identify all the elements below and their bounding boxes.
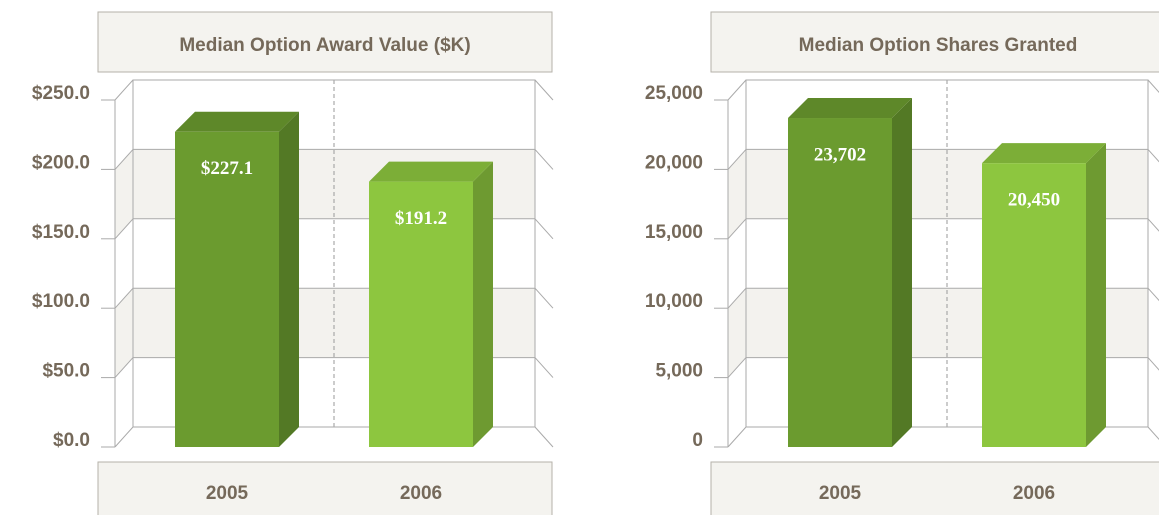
grid-line-right	[534, 426, 554, 448]
grid-line-right	[534, 218, 554, 240]
y-tick-label: $50.0	[42, 361, 90, 382]
x-tick-label: 2006	[1013, 483, 1055, 504]
value-label: 20,450	[1008, 190, 1060, 211]
grid-line-right	[1147, 287, 1159, 302]
y-tick-label: 20,000	[645, 152, 703, 173]
bar	[369, 181, 473, 448]
band-side	[728, 288, 746, 378]
grid-line-side	[727, 149, 747, 170]
x-tick-label: 2005	[819, 483, 862, 504]
bar-side	[892, 98, 912, 448]
band-side	[115, 149, 133, 239]
grid-line-right	[534, 79, 554, 101]
bar-side	[279, 111, 299, 447]
grid-line-right	[534, 357, 554, 378]
grid-line-side	[114, 357, 134, 378]
grid-line-right	[1147, 149, 1159, 163]
grid-line-side	[114, 426, 134, 448]
y-tick-label: 10,000	[645, 291, 703, 312]
grid-line-side	[727, 357, 747, 378]
x-tick-label: 2005	[206, 483, 249, 504]
grid-line-right	[1147, 218, 1159, 232]
grid-line-side	[727, 79, 747, 101]
category-box	[710, 461, 1159, 515]
y-tick-label: 15,000	[645, 222, 703, 243]
title-box	[97, 11, 553, 73]
band-side	[115, 288, 133, 378]
grid-line-side	[727, 218, 747, 240]
title-box	[710, 11, 1159, 73]
value-label: 23,702	[814, 144, 866, 165]
grid-line-side	[114, 79, 134, 101]
band-side	[728, 149, 746, 239]
grid-line-side	[727, 426, 747, 448]
y-tick-label: 5,000	[655, 361, 703, 382]
y-tick-label: $200.0	[32, 152, 90, 173]
bar	[175, 131, 279, 447]
y-tick-label: 25,000	[645, 83, 703, 104]
value-label: $227.1	[201, 158, 253, 179]
grid-line-right	[1147, 357, 1159, 371]
y-tick-label: $150.0	[32, 222, 90, 243]
bar-side	[473, 161, 493, 448]
bar-top	[175, 111, 299, 132]
value-label: $191.2	[395, 208, 447, 229]
y-tick-label: 0	[692, 430, 703, 451]
category-box	[97, 461, 553, 515]
grid-line-right	[534, 287, 554, 309]
grid-line-side	[114, 218, 134, 240]
bar-side	[1086, 143, 1106, 448]
bar	[982, 163, 1086, 448]
grid-line-side	[727, 287, 747, 309]
y-tick-label: $0.0	[53, 430, 90, 451]
bar	[788, 118, 892, 448]
grid-line-right	[534, 149, 554, 170]
grid-line-side	[114, 149, 134, 170]
chart-title: Median Option Award Value ($K)	[179, 35, 470, 56]
grid-line-right	[1147, 426, 1159, 440]
bar-top	[788, 98, 912, 119]
y-tick-label: $250.0	[32, 83, 90, 104]
y-tick-label: $100.0	[32, 291, 90, 312]
grid-line-right	[1147, 79, 1159, 93]
bar-top	[982, 143, 1106, 164]
bar-top	[369, 161, 493, 182]
chart-title: Median Option Shares Granted	[799, 35, 1078, 56]
x-tick-label: 2006	[400, 483, 442, 504]
grid-line-side	[114, 287, 134, 309]
